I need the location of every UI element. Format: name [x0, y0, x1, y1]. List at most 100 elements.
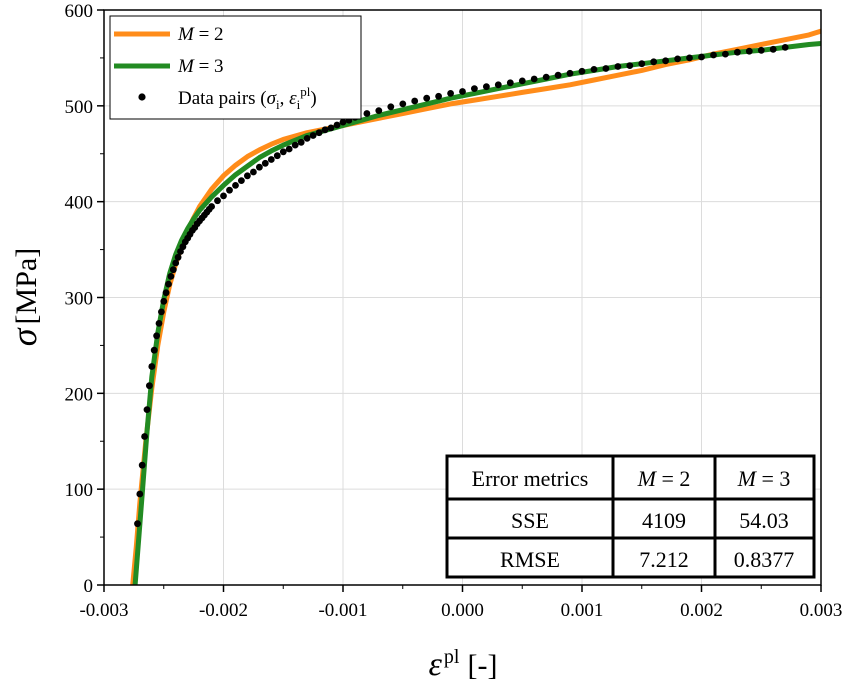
data-point [148, 363, 156, 370]
data-point [155, 320, 163, 327]
data-point [614, 63, 622, 70]
data-point [141, 433, 149, 440]
data-point [208, 203, 216, 210]
data-points [134, 44, 789, 528]
data-point [435, 92, 442, 100]
data-point [169, 266, 177, 274]
data-point [339, 118, 347, 126]
data-point [554, 71, 562, 79]
table-cell-sse-m3: 54.03 [739, 508, 789, 533]
data-point [256, 163, 263, 171]
legend-label-m2: M = 2 [177, 24, 224, 45]
x-axis-superscript: pl [444, 646, 460, 668]
legend-label-data: Data pairs (σi, εipl) [178, 84, 317, 112]
data-point [626, 62, 634, 69]
data-point [143, 406, 151, 413]
data-point [781, 44, 789, 51]
error-metrics-table: Error metrics M = 2 M = 3 SSE 4109 54.03… [445, 454, 816, 579]
data-point [174, 253, 182, 261]
data-point [423, 94, 431, 102]
x-tick-label: -0.001 [318, 600, 367, 621]
data-point [291, 141, 299, 149]
data-point [134, 520, 141, 528]
table-cell-rmse-m3: 0.8377 [734, 547, 795, 572]
data-point [447, 90, 454, 97]
data-point [459, 88, 466, 95]
data-point [165, 280, 172, 288]
data-point [136, 490, 144, 498]
data-point [602, 65, 610, 72]
data-point [232, 182, 239, 189]
y-tick-label: 500 [65, 97, 94, 118]
data-point [267, 156, 275, 163]
data-point [297, 138, 305, 146]
data-point [146, 382, 153, 390]
data-point [244, 172, 251, 180]
data-point [471, 85, 478, 92]
x-tick-label: 0.003 [800, 600, 843, 621]
data-point [769, 45, 777, 53]
y-axis-symbol: σ [4, 327, 44, 346]
data-point [214, 197, 221, 205]
data-point [518, 77, 526, 85]
data-point [542, 73, 550, 81]
data-point [226, 186, 233, 194]
data-point [220, 192, 227, 200]
data-point [399, 100, 407, 108]
x-axis: -0.003 -0.002 -0.001 0.000 0.001 0.002 0.003 [79, 585, 842, 621]
x-axis-title: ε pl [-] [429, 646, 498, 683]
data-point [483, 83, 490, 91]
data-point [745, 47, 753, 55]
data-point [698, 53, 705, 61]
y-tick-label: 0 [84, 576, 94, 597]
data-point [578, 67, 586, 75]
data-point [160, 297, 168, 305]
data-point [686, 54, 693, 62]
data-point [167, 273, 175, 280]
table-row-label-sse: SSE [511, 508, 549, 533]
data-point [710, 51, 717, 59]
data-point [674, 55, 681, 63]
x-tick-label: 0.001 [561, 600, 604, 621]
data-point [494, 81, 502, 89]
data-point [172, 259, 180, 267]
data-point [285, 145, 293, 153]
table-header-m3: M = 3 [737, 466, 791, 491]
table-header-m2: M = 2 [637, 466, 691, 491]
table-header-metric: Error metrics [472, 466, 589, 491]
data-point [238, 177, 245, 185]
data-point [363, 110, 371, 117]
data-point [722, 50, 729, 58]
data-point [309, 132, 317, 139]
data-point [158, 308, 165, 316]
data-point [273, 152, 281, 160]
legend-label-m3: M = 3 [177, 56, 224, 77]
data-point [506, 79, 514, 87]
data-point [650, 58, 658, 66]
data-point [566, 69, 574, 77]
data-point [138, 461, 146, 469]
data-point [387, 103, 395, 111]
data-point [261, 159, 269, 167]
data-point [530, 75, 538, 83]
y-tick-label: 300 [65, 289, 94, 310]
data-point [150, 346, 158, 354]
data-point [321, 126, 329, 134]
table-cell-rmse-m2: 7.212 [639, 547, 689, 572]
data-point [734, 48, 741, 56]
data-point [375, 107, 383, 114]
x-tick-label: 0.000 [441, 600, 484, 621]
data-point [590, 66, 598, 73]
data-point [662, 57, 669, 65]
y-tick-label: 100 [65, 480, 94, 501]
y-axis: 0 100 200 300 400 500 600 [65, 1, 104, 597]
x-tick-label: -0.002 [199, 600, 248, 621]
data-point [757, 46, 765, 54]
x-tick-label: -0.003 [79, 600, 128, 621]
y-axis-unit: [MPa] [10, 248, 43, 325]
data-point [333, 121, 341, 129]
data-point [250, 168, 257, 176]
legend: M = 2 M = 3 Data pairs (σi, εipl) [109, 15, 362, 120]
data-point [315, 129, 323, 137]
y-tick-label: 400 [65, 193, 94, 214]
